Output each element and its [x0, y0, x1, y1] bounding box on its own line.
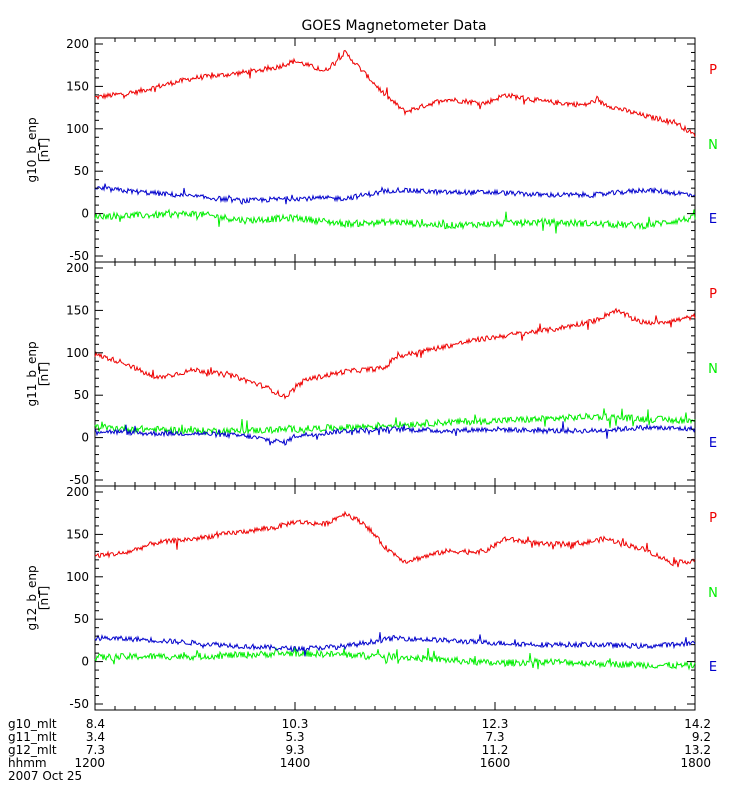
x-row-label: g10_mlt — [8, 717, 57, 731]
legend-N: N — [708, 586, 718, 601]
y-tick-label: 50 — [74, 164, 89, 178]
y-axis-unit: [nT] — [37, 362, 51, 386]
y-tick-label: 0 — [81, 655, 89, 669]
panel-3: -50 0 50 100 150 200 g12_b_enp[nT] P N E — [25, 485, 718, 711]
y-tick-label: 150 — [66, 303, 89, 317]
x-row-label: g12_mlt — [8, 743, 57, 757]
y-axis-label: g12_b_enp — [25, 565, 39, 630]
y-axis-label: g11_b_enp — [25, 341, 39, 406]
y-axis-unit: [nT] — [37, 138, 51, 162]
x-tick-label: 1400 — [280, 756, 311, 770]
x-row-label: g11_mlt — [8, 730, 57, 744]
x-tick-label: 1800 — [680, 756, 711, 770]
x-tick-label: 8.4 — [86, 717, 105, 731]
y-axis-label: g10_b_enp — [25, 117, 39, 182]
series-N-line — [94, 208, 696, 234]
x-tick-label: 7.3 — [485, 730, 504, 744]
y-tick-label: 100 — [66, 346, 89, 360]
y-tick-label: 200 — [66, 485, 89, 499]
y-axis-unit: [nT] — [37, 586, 51, 610]
x-tick-label: 10.3 — [282, 717, 309, 731]
y-tick-label: 200 — [66, 37, 89, 51]
date-label: 2007 Oct 25 — [8, 769, 82, 783]
panel-1: -50 0 50 100 150 200 g10_b_enp[nT] P N E — [25, 37, 718, 263]
x-tick-label: 7.3 — [86, 743, 105, 757]
y-tick-label: 0 — [81, 207, 89, 221]
x-tick-label: 1600 — [480, 756, 511, 770]
panel-frame — [94, 261, 696, 487]
y-tick-label: 50 — [74, 388, 89, 402]
series-P-line — [94, 510, 696, 568]
series-E-line — [94, 632, 696, 657]
x-tick-label: 3.4 — [86, 730, 105, 744]
panel-frame — [94, 485, 696, 711]
y-tick-label: 150 — [66, 79, 89, 93]
legend-N: N — [708, 362, 718, 377]
y-tick-label: -50 — [69, 249, 89, 263]
y-tick-label: 200 — [66, 261, 89, 275]
legend-P: P — [709, 63, 717, 78]
legend-P: P — [709, 287, 717, 302]
panel-frame — [94, 37, 696, 263]
x-tick-label: 13.2 — [684, 743, 711, 757]
x-tick-label: 9.3 — [285, 743, 304, 757]
y-tick-label: -50 — [69, 697, 89, 711]
panel-2: -50 0 50 100 150 200 g11_b_enp[nT] P N E — [25, 261, 718, 487]
legend-E: E — [709, 436, 717, 451]
y-tick-label: 100 — [66, 570, 89, 584]
y-tick-label: 100 — [66, 122, 89, 136]
legend-E: E — [709, 212, 717, 227]
legend-N: N — [708, 138, 718, 153]
x-tick-label: 11.2 — [482, 743, 509, 757]
x-row-label: hhmm — [8, 756, 47, 770]
x-tick-table: g10_mlt 8.4 10.3 12.3 14.2 g11_mlt 3.4 5.3 7.3 9.… — [8, 717, 711, 770]
y-tick-label: 150 — [66, 527, 89, 541]
x-tick-label: 12.3 — [482, 717, 509, 731]
series-E-line — [94, 183, 695, 206]
x-tick-label: 1200 — [74, 756, 105, 770]
series-N-line — [94, 646, 696, 671]
series-E-line — [94, 421, 696, 446]
chart-title: GOES Magnetometer Data — [301, 18, 486, 34]
y-tick-label: -50 — [69, 473, 89, 487]
y-tick-label: 50 — [74, 612, 89, 626]
x-tick-label: 14.2 — [684, 717, 711, 731]
panels: -50050100150200g10_b_enp[nT]PNE-50050100… — [25, 37, 718, 711]
y-tick-label: 0 — [81, 431, 89, 445]
legend-E: E — [709, 660, 717, 675]
x-tick-label: 9.2 — [692, 730, 711, 744]
series-P-line — [95, 49, 696, 138]
legend-P: P — [709, 511, 717, 526]
series-N-line — [94, 408, 696, 436]
series-P-line — [94, 307, 696, 400]
x-tick-label: 5.3 — [285, 730, 304, 744]
